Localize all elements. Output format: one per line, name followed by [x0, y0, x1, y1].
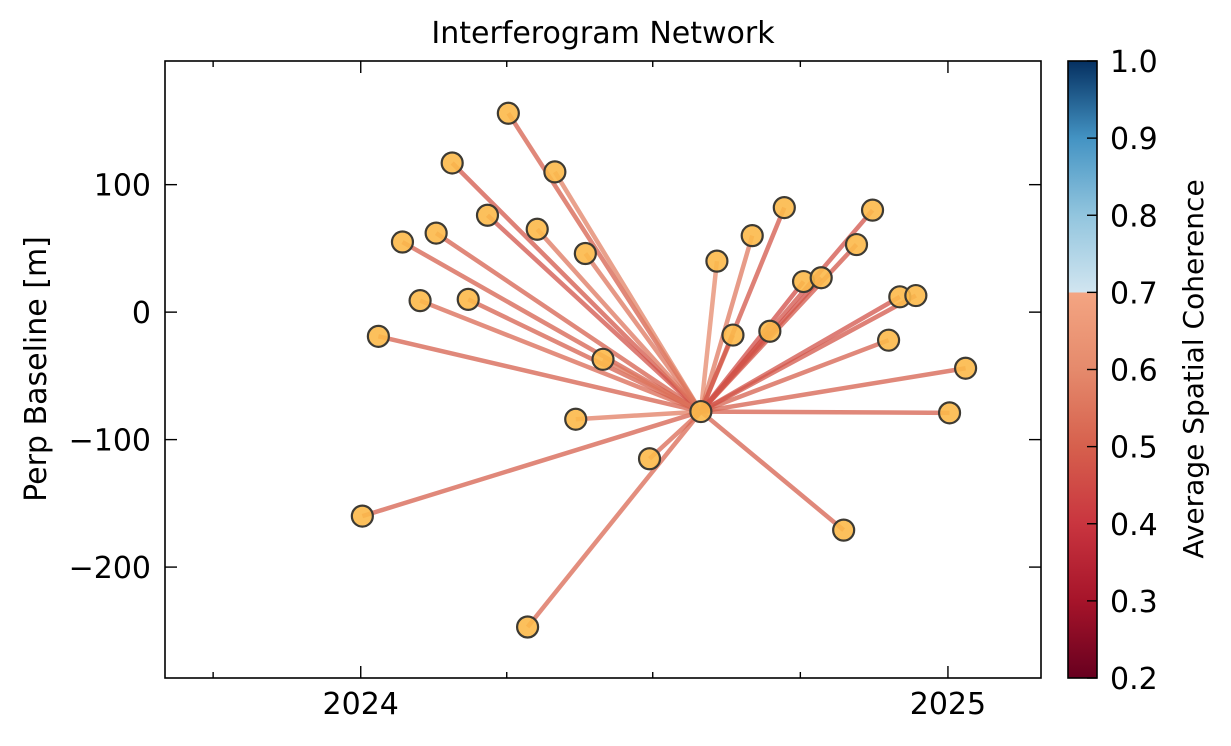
interferogram-line [575, 409, 702, 422]
acquisition-point [876, 328, 901, 352]
acquisition-point [424, 221, 448, 245]
acquisition-point [832, 518, 856, 542]
acquisition-point [515, 615, 540, 639]
interferogram-line [698, 206, 787, 413]
interferogram-line [419, 298, 702, 414]
colorbar-tick-label: 1.0 [1110, 45, 1158, 80]
acquisition-markers [350, 101, 978, 639]
interferogram-line [601, 357, 702, 414]
colorbar: 1.0 0.9 0.8 0.7 0.6 0.5 0.4 0.3 0.2 Average Spat… [1067, 45, 1210, 697]
interferogram-line [434, 231, 703, 414]
y-tick-label: 100 [94, 169, 151, 204]
x-tick-label: 2025 [910, 687, 986, 722]
x-axis-ticks: 2024 2025 [212, 61, 986, 722]
colorbar-tick-label: 0.8 [1110, 199, 1158, 234]
colorbar-tick-label: 0.9 [1110, 122, 1158, 157]
acquisition-point [543, 160, 567, 184]
interferogram-line [361, 409, 702, 519]
colorbar-tick-label: 0.6 [1110, 354, 1158, 389]
interferogram-line [535, 227, 703, 414]
interferogram-lines [361, 112, 966, 629]
plot-area: 2024 2025 100 0 −100 −200 [69, 60, 1042, 722]
interferogram-line [377, 334, 702, 414]
colorbar-tick-label: 0.3 [1110, 585, 1158, 620]
acquisition-point [573, 241, 597, 266]
acquisition-point [758, 319, 782, 343]
interferogram-line [699, 293, 917, 414]
acquisition-point [564, 407, 588, 431]
acquisition-point [705, 249, 729, 273]
acquisition-point [937, 401, 962, 425]
acquisition-point [591, 347, 615, 371]
interferogram-line [552, 170, 703, 413]
colorbar-tick-label: 0.2 [1110, 662, 1158, 697]
acquisition-point [809, 266, 833, 290]
acquisition-point [496, 101, 520, 125]
acquisition-point [366, 324, 390, 348]
interferogram-line [525, 410, 703, 629]
acquisition-point [525, 217, 549, 241]
colorbar-label: Average Spatial Coherence [1177, 179, 1210, 558]
acquisition-point [440, 151, 464, 175]
interferogram-line [699, 409, 846, 532]
interferogram-line [700, 409, 950, 416]
acquisition-point [689, 399, 713, 424]
acquisition-point [475, 203, 500, 227]
acquisition-point [844, 232, 869, 257]
interferogram-line [700, 338, 890, 414]
x-tick-label: 2024 [323, 687, 399, 722]
acquisition-point [637, 447, 662, 471]
y-tick-label: −200 [69, 551, 151, 586]
acquisition-point [740, 224, 764, 248]
acquisition-point [772, 196, 796, 220]
interferogram-line [699, 208, 875, 414]
colorbar-tick-label: 0.5 [1110, 431, 1158, 466]
acquisition-point [408, 289, 432, 313]
interferogram-line [698, 260, 720, 412]
acquisition-point [953, 356, 978, 380]
interferogram-line [583, 252, 703, 413]
plot-frame [164, 60, 1042, 679]
acquisition-point [904, 283, 928, 308]
acquisition-point [350, 504, 374, 528]
y-tick-label: 0 [132, 296, 151, 331]
acquisition-point [721, 323, 745, 347]
colorbar-tick-label: 0.4 [1110, 508, 1158, 543]
interferogram-line [450, 161, 703, 414]
chart-title: Interferogram Network [431, 16, 775, 51]
interferogram-line [698, 235, 755, 413]
interferogram-line [485, 213, 703, 414]
acquisition-point [860, 198, 885, 222]
acquisition-point [390, 230, 415, 254]
y-axis-label: Perp Baseline [m] [19, 236, 54, 502]
acquisition-point [456, 287, 480, 311]
y-tick-label: −100 [69, 424, 151, 459]
interferogram-line [700, 366, 966, 414]
interferogram-line [648, 409, 703, 461]
colorbar-ticks: 1.0 0.9 0.8 0.7 0.6 0.5 0.4 0.3 0.2 [1087, 45, 1158, 697]
colorbar-tick-label: 0.7 [1110, 276, 1158, 311]
y-axis-ticks: 100 0 −100 −200 [69, 169, 1041, 586]
